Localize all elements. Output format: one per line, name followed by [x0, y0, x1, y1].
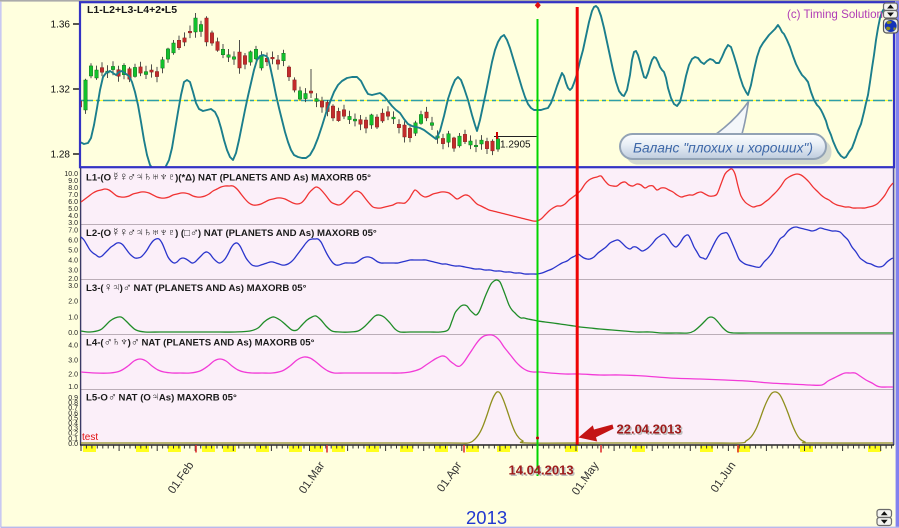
svg-text:1.28: 1.28 — [51, 150, 71, 161]
svg-text:7.0: 7.0 — [68, 228, 78, 235]
svg-text:22.04.2013: 22.04.2013 — [618, 423, 683, 438]
svg-text:22.04.2013: 22.04.2013 — [617, 422, 682, 437]
svg-text:1.2905: 1.2905 — [500, 140, 531, 151]
svg-text:4.0: 4.0 — [68, 343, 78, 350]
svg-text:10.0: 10.0 — [64, 171, 78, 178]
svg-text:7.0: 7.0 — [68, 192, 78, 199]
svg-text:3.0: 3.0 — [68, 220, 78, 227]
svg-text:1.0: 1.0 — [68, 315, 78, 322]
svg-text:2.0: 2.0 — [68, 372, 78, 379]
svg-text:0.1: 0.1 — [68, 436, 78, 443]
svg-text:Баланс "плохих и хороших"): Баланс "плохих и хороших") — [633, 141, 813, 156]
svg-text:0.4: 0.4 — [68, 421, 78, 428]
svg-text:1.0: 1.0 — [68, 384, 78, 391]
svg-text:test: test — [82, 432, 98, 443]
svg-text:L2-(O☿♀♂♃♄♅♆♇) (□♂) NAT (PLANE: L2-(O☿♀♂♃♄♅♆♇) (□♂) NAT (PLANETS AND As)… — [86, 225, 377, 239]
svg-text:0.8: 0.8 — [68, 400, 78, 407]
svg-text:0.6: 0.6 — [68, 410, 78, 417]
svg-text:6.0: 6.0 — [68, 238, 78, 245]
svg-text:0.0: 0.0 — [68, 441, 78, 448]
svg-text:L4-(♂♄♆)♂ NAT (PLANETS AND As): L4-(♂♄♆)♂ NAT (PLANETS AND As) MAXORB 05… — [86, 335, 315, 349]
svg-text:5.0: 5.0 — [68, 206, 78, 213]
svg-text:2013: 2013 — [466, 507, 507, 528]
svg-text:0.5: 0.5 — [68, 415, 78, 422]
svg-text:0.3: 0.3 — [68, 426, 78, 433]
svg-text:(c) Timing Solution: (c) Timing Solution — [787, 8, 883, 21]
svg-text:0.2: 0.2 — [68, 431, 78, 438]
svg-text:L1-L2+L3-L4+2•L5: L1-L2+L3-L4+2•L5 — [87, 4, 177, 16]
svg-text:L5-O♂ NAT (O♃As) MAXORB 05°: L5-O♂ NAT (O♃As) MAXORB 05° — [86, 390, 237, 404]
svg-text:4.0: 4.0 — [68, 258, 78, 265]
svg-text:3.0: 3.0 — [68, 268, 78, 275]
svg-text:2.0: 2.0 — [68, 276, 78, 283]
svg-text:1.32: 1.32 — [51, 85, 71, 96]
svg-text:5.0: 5.0 — [68, 248, 78, 255]
svg-text:L1-(O☿♀♂♃♄♅♆♇)(*Δ) NAT (PLANET: L1-(O☿♀♂♃♄♅♆♇)(*Δ) NAT (PLANETS AND As) … — [86, 170, 371, 184]
svg-text:0.9: 0.9 — [68, 395, 78, 402]
svg-text:4.0: 4.0 — [68, 213, 78, 220]
svg-text:0.0: 0.0 — [68, 330, 78, 337]
svg-text:9.0: 9.0 — [68, 178, 78, 185]
svg-text:1.36: 1.36 — [51, 20, 71, 31]
svg-text:3.0: 3.0 — [68, 283, 78, 290]
svg-text:8.0: 8.0 — [68, 185, 78, 192]
svg-text:14.04.2013: 14.04.2013 — [509, 463, 574, 478]
svg-text:2.0: 2.0 — [68, 299, 78, 306]
svg-text:L3-(♀♃)♂ NAT (PLANETS AND As): L3-(♀♃)♂ NAT (PLANETS AND As) MAXORB 05° — [86, 280, 307, 294]
svg-text:3.0: 3.0 — [68, 358, 78, 365]
svg-text:6.0: 6.0 — [68, 199, 78, 206]
svg-text:14.04.2013: 14.04.2013 — [510, 464, 575, 479]
svg-text:0.7: 0.7 — [68, 405, 78, 412]
